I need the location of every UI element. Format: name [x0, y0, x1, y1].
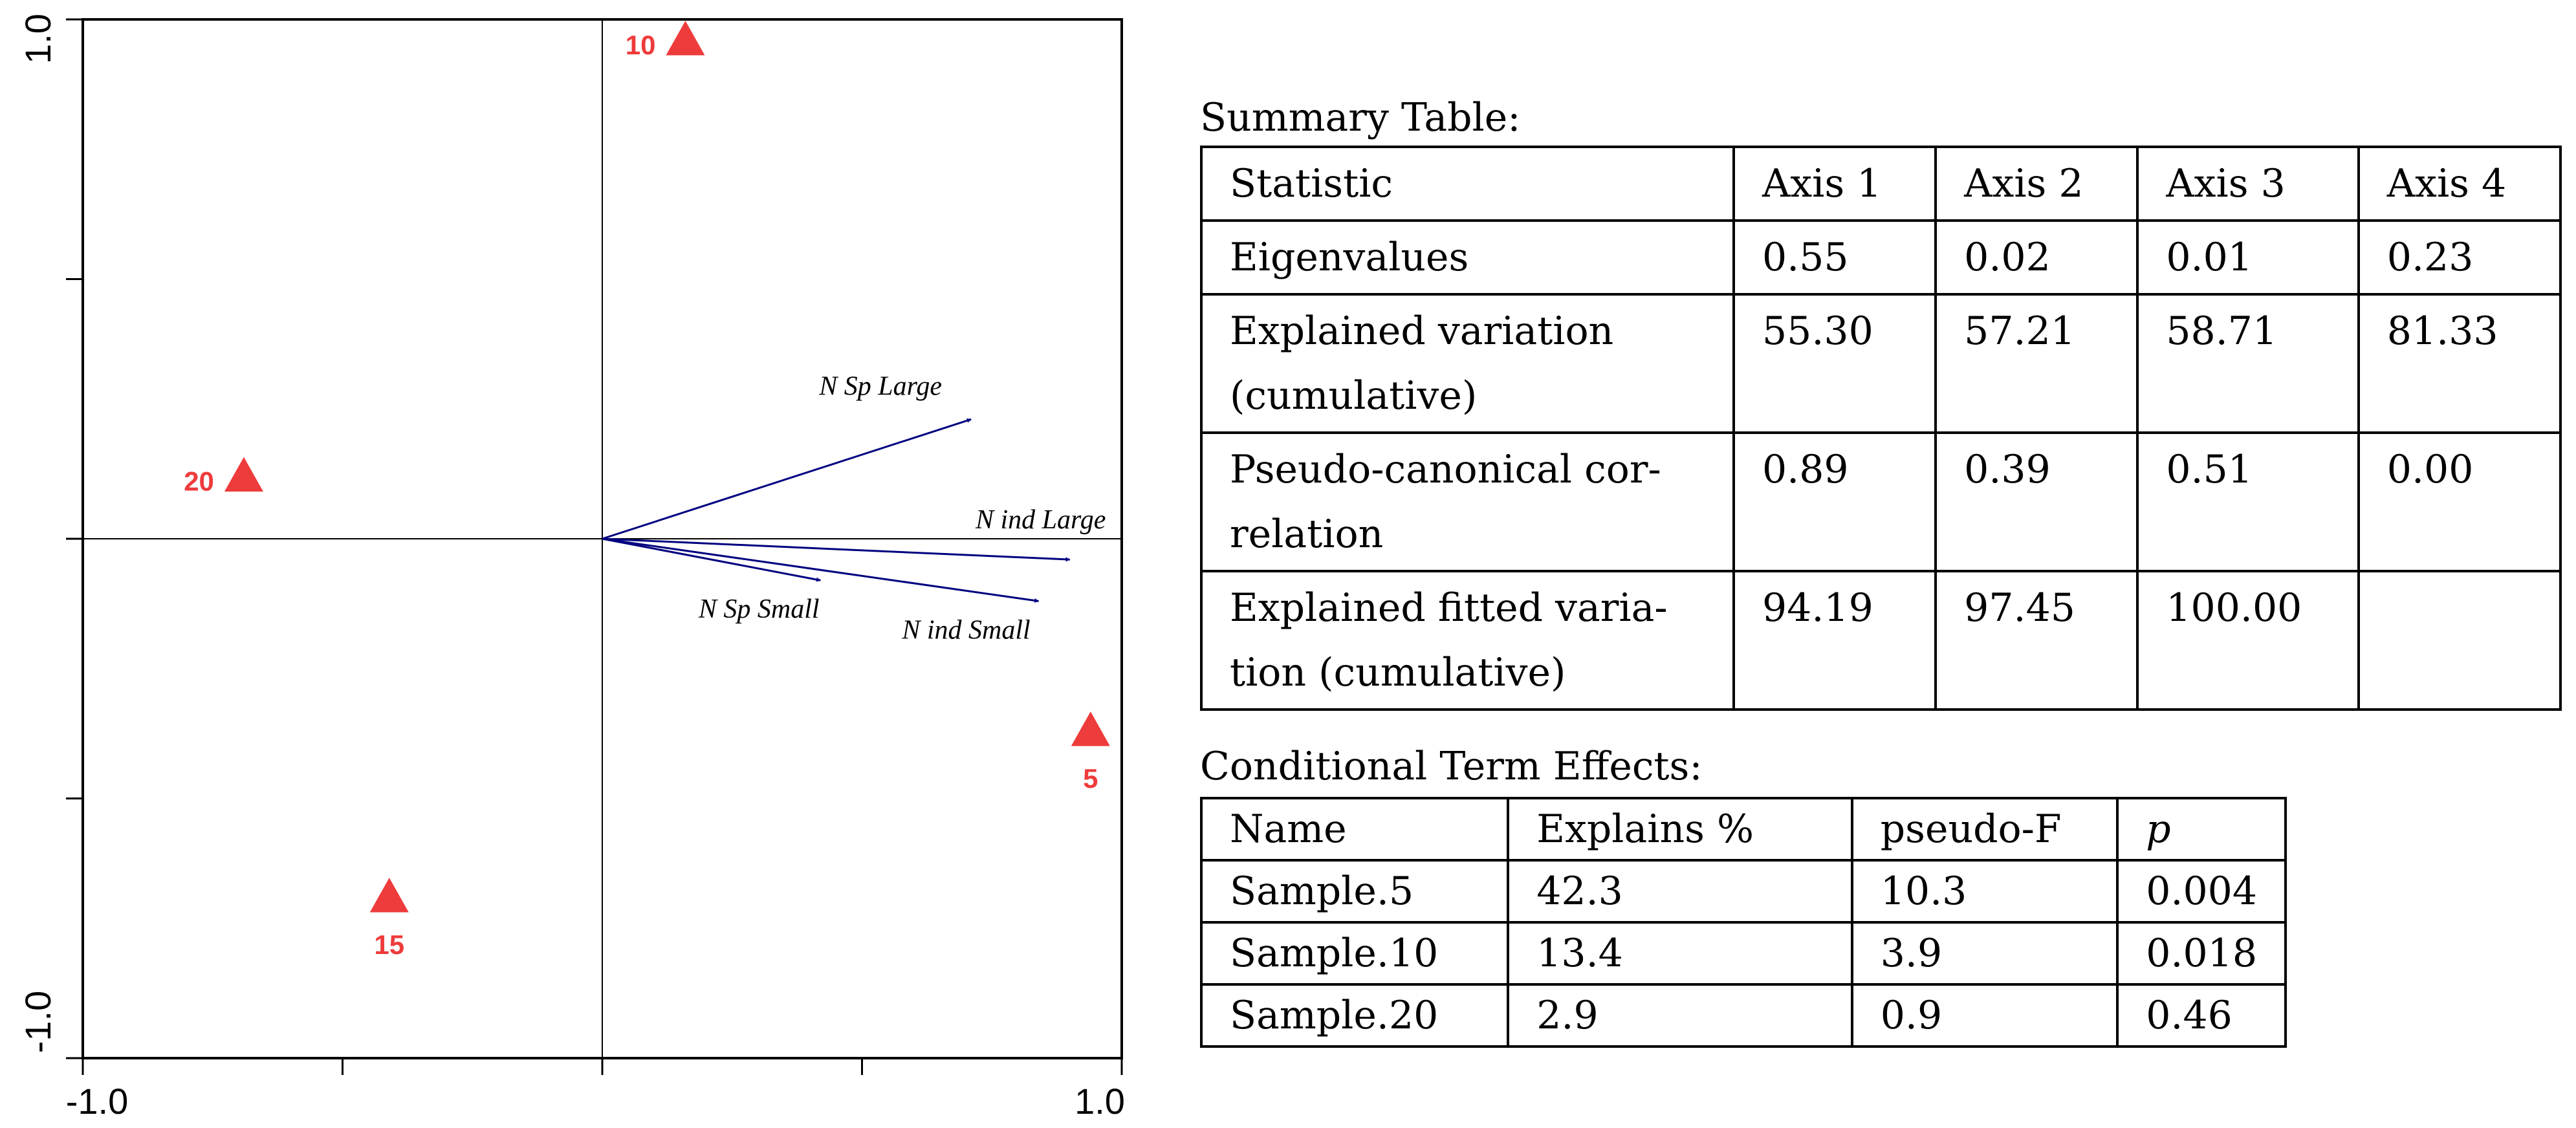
- row-label-line-1: Explained fitted varia-: [1230, 585, 1668, 631]
- conditional-term-effects-table: Name Explains % pseudo-F p Sample.5 42.3…: [1199, 797, 2287, 1048]
- header-statistic: Statistic: [1200, 146, 1735, 222]
- y-tick-label-max: 1.0: [17, 14, 58, 64]
- cell-p: 0.018: [2116, 921, 2287, 986]
- vector-label: N Sp Large: [818, 371, 942, 401]
- summary-header-row: Statistic Axis 1 Axis 2 Axis 3 Axis 4: [1200, 146, 2562, 222]
- vector-label: N Sp Small: [698, 594, 820, 624]
- cell-pseudo-f: 10.3: [1850, 859, 2119, 924]
- effects-row: Sample.10 13.4 3.9 0.018: [1199, 921, 2287, 986]
- site-label: 10: [626, 30, 656, 60]
- effects-row: Sample.5 42.3 10.3 0.004: [1199, 859, 2287, 924]
- header-axis-2: Axis 2: [1934, 146, 2139, 222]
- row-label-line-1: Pseudo-canonical cor-: [1230, 447, 1661, 492]
- cell-value: 0.23: [2357, 219, 2562, 296]
- vector-label: N ind Small: [901, 615, 1030, 645]
- header-pseudo-f: pseudo-F: [1850, 797, 2119, 862]
- cell-value: 81.33: [2357, 293, 2562, 434]
- cell-value: 0.39: [1934, 431, 2139, 572]
- site-marker: [224, 457, 263, 492]
- cell-value: 58.71: [2136, 293, 2360, 434]
- summary-table-caption: Summary Table:: [1200, 95, 1521, 140]
- row-label: Explained variation (cumulative): [1200, 293, 1735, 434]
- sample-sites: 10 20 5 15: [184, 21, 1110, 960]
- cell-p: 0.004: [2116, 859, 2287, 924]
- summary-row-explained-fitted: Explained fitted varia-tion (cumulative)…: [1200, 570, 2562, 711]
- cell-explains: 13.4: [1507, 921, 1853, 986]
- cell-value: 0.02: [1934, 219, 2139, 296]
- environment-vectors: N Sp Large N ind Large N Sp Small N ind Sma…: [602, 371, 1106, 645]
- summary-table: Statistic Axis 1 Axis 2 Axis 3 Axis 4 Ei…: [1200, 146, 2562, 711]
- row-label: Pseudo-canonical cor-relation: [1200, 431, 1735, 572]
- row-label-line-2: (cumulative): [1230, 373, 1478, 418]
- site-marker: [369, 878, 409, 913]
- cell-name: Sample.20: [1199, 983, 1510, 1048]
- cell-explains: 2.9: [1507, 983, 1853, 1048]
- vector-arrow: [602, 537, 1071, 562]
- vector-arrow: [602, 537, 821, 582]
- summary-row-pseudo-canonical: Pseudo-canonical cor-relation 0.89 0.39 …: [1200, 431, 2562, 572]
- cell-explains: 42.3: [1507, 859, 1853, 924]
- cell-value: 100.00: [2136, 570, 2360, 711]
- axis-tick-labels: -1.0 1.0 1.0 -1.0: [17, 14, 1125, 1122]
- site-label: 15: [374, 929, 404, 960]
- cell-value: 0.01: [2136, 219, 2360, 296]
- cell-value: 0.89: [1732, 431, 1937, 572]
- cell-value: 55.30: [1732, 293, 1937, 434]
- cell-value: 0.55: [1732, 219, 1937, 296]
- cell-pseudo-f: 3.9: [1850, 921, 2119, 986]
- effects-row: Sample.20 2.9 0.9 0.46: [1199, 983, 2287, 1048]
- header-axis-3: Axis 3: [2136, 146, 2360, 222]
- header-name: Name: [1199, 797, 1510, 862]
- header-axis-4: Axis 4: [2357, 146, 2562, 222]
- x-tick-label-min: -1.0: [66, 1081, 129, 1122]
- y-tick-label-min: -1.0: [17, 991, 58, 1054]
- site-label: 5: [1083, 763, 1098, 794]
- site-marker: [666, 21, 705, 56]
- summary-row-explained-variation: Explained variation (cumulative) 55.30 57…: [1200, 293, 2562, 434]
- effects-table-caption: Conditional Term Effects:: [1200, 744, 1703, 789]
- vector-arrow: [602, 418, 972, 540]
- axis-ticks: [66, 18, 1123, 1075]
- site-marker: [1071, 711, 1110, 746]
- vector-label: N ind Large: [975, 505, 1106, 535]
- cell-value: 0.51: [2136, 431, 2360, 572]
- cell-value: [2357, 570, 2562, 711]
- row-label: Eigenvalues: [1200, 219, 1735, 296]
- cell-value: 97.45: [1934, 570, 2139, 711]
- cell-pseudo-f: 0.9: [1850, 983, 2119, 1048]
- row-label-line-2: relation: [1230, 512, 1384, 557]
- site-label: 20: [184, 466, 214, 497]
- vector-arrow: [602, 537, 1040, 603]
- row-label-line-1: Explained variation: [1230, 309, 1614, 354]
- cell-p: 0.46: [2116, 983, 2287, 1048]
- cell-value: 0.00: [2357, 431, 2562, 572]
- effects-header-row: Name Explains % pseudo-F p: [1199, 797, 2287, 862]
- row-label: Explained fitted varia-tion (cumulative): [1200, 570, 1735, 711]
- summary-row-eigenvalues: Eigenvalues 0.55 0.02 0.01 0.23: [1200, 219, 2562, 296]
- header-axis-1: Axis 1: [1732, 146, 1937, 222]
- cell-name: Sample.5: [1199, 859, 1510, 924]
- cell-value: 57.21: [1934, 293, 2139, 434]
- header-p: p: [2116, 797, 2287, 862]
- cell-value: 94.19: [1732, 570, 1937, 711]
- cell-name: Sample.10: [1199, 921, 1510, 986]
- row-label-line-2: tion (cumulative): [1230, 650, 1566, 695]
- header-explains: Explains %: [1507, 797, 1853, 862]
- x-tick-label-max: 1.0: [1075, 1081, 1125, 1122]
